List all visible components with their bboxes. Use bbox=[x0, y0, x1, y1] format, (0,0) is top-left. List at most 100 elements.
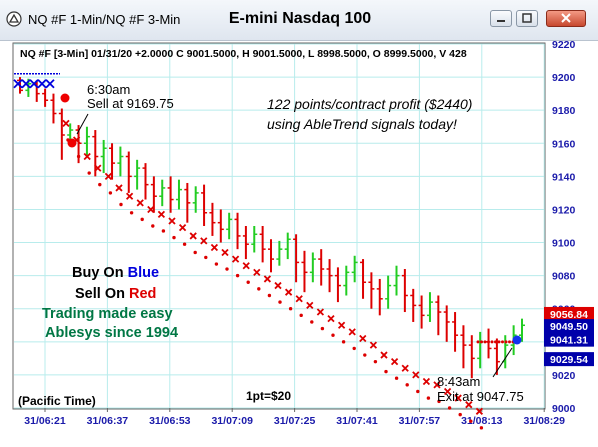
sell-x-marker bbox=[454, 394, 462, 402]
x-tick-label: 31/08:13 bbox=[461, 415, 503, 427]
price-tag-text: 9041.31 bbox=[550, 335, 588, 347]
x-tick-label: 31/08:29 bbox=[523, 415, 565, 427]
sell-x-marker bbox=[380, 351, 388, 359]
exit-stop-dot bbox=[508, 340, 511, 344]
sell-x-marker bbox=[200, 237, 208, 245]
price-tag-box bbox=[544, 306, 594, 321]
sell-x-marker bbox=[422, 377, 431, 386]
trailing-stop-dot bbox=[246, 280, 250, 284]
trailing-stop-dot bbox=[151, 224, 155, 228]
trailing-stop-dot bbox=[479, 426, 484, 430]
trailing-stop-dot bbox=[288, 307, 293, 311]
buy-x-marker bbox=[13, 79, 23, 89]
sell-x-marker bbox=[475, 407, 484, 415]
trailing-stop-dot bbox=[373, 359, 378, 364]
exit-stop-dot bbox=[497, 340, 501, 344]
sell-price-label: Sell at 9169.75 bbox=[87, 96, 174, 111]
sell-x-marker bbox=[83, 152, 91, 161]
sell-x-marker bbox=[157, 210, 166, 219]
maximize-icon bbox=[522, 13, 532, 23]
trailing-stop-dot bbox=[172, 235, 176, 240]
trailing-stop-dot bbox=[447, 406, 452, 410]
sell-x-marker bbox=[210, 243, 219, 252]
trailing-stop-dot bbox=[416, 389, 420, 394]
trailing-stop-dot bbox=[394, 376, 399, 380]
trailing-stop-dot bbox=[320, 326, 325, 331]
sell-x-marker bbox=[327, 315, 335, 323]
sell-x-marker bbox=[147, 205, 155, 214]
sell-x-marker bbox=[178, 224, 187, 232]
sell-time-label: 6:30am bbox=[87, 82, 130, 97]
buy-x-marker bbox=[29, 79, 39, 89]
trailing-stop-dot bbox=[426, 396, 431, 400]
sell-x-marker bbox=[284, 288, 293, 296]
y-tick-label: 9180 bbox=[552, 105, 576, 117]
maximize-button[interactable] bbox=[516, 10, 538, 27]
price-tag-box bbox=[544, 332, 594, 347]
close-button[interactable] bbox=[546, 10, 586, 27]
sell-x-marker bbox=[295, 295, 303, 303]
y-tick-label: 9140 bbox=[552, 171, 576, 183]
sell-x-marker bbox=[136, 199, 144, 207]
trailing-stop-dot bbox=[331, 333, 335, 337]
exit-stop-dot bbox=[501, 340, 504, 344]
sell-x-marker bbox=[168, 217, 176, 225]
price-tag-text: 9056.84 bbox=[550, 309, 588, 321]
sell-x-marker bbox=[316, 308, 325, 316]
price-tag-box bbox=[544, 352, 594, 367]
y-tick-label: 9200 bbox=[552, 72, 576, 84]
exit-stop-dot bbox=[490, 340, 494, 344]
price-tag-box bbox=[544, 319, 594, 334]
trailing-stop-dot bbox=[384, 369, 388, 374]
point-value-label: 1pt=$20 bbox=[246, 389, 291, 403]
trailing-stop-dot bbox=[193, 250, 197, 255]
exit-stop-dot bbox=[487, 340, 490, 344]
exit-stop-dot bbox=[504, 340, 508, 344]
minimize-button[interactable] bbox=[490, 10, 512, 27]
sell-x-marker bbox=[348, 328, 356, 336]
trailing-stop-dot bbox=[267, 293, 272, 298]
trailing-stop-dot bbox=[182, 242, 187, 246]
trailing-stop-dot bbox=[204, 255, 208, 260]
app-icon bbox=[6, 11, 22, 27]
x-tick-label: 31/07:09 bbox=[211, 415, 253, 427]
sell-x-marker bbox=[189, 232, 197, 240]
y-tick-label: 9000 bbox=[552, 403, 576, 415]
sell-x-marker bbox=[94, 164, 102, 172]
chart-title: E-mini Nasdaq 100 bbox=[228, 10, 372, 27]
close-icon bbox=[561, 13, 571, 23]
trailing-stop-dot bbox=[352, 346, 356, 351]
y-tick-label: 9160 bbox=[552, 138, 576, 150]
exit-stop-dot bbox=[483, 340, 487, 344]
sell-x-marker bbox=[337, 321, 346, 329]
window-titlebar: NQ #F 1-Min/NQ #F 3-Min E-mini Nasdaq 10… bbox=[0, 0, 598, 41]
sell-x-marker bbox=[412, 371, 420, 379]
sell-x-marker bbox=[263, 275, 272, 283]
sell-pointer-line bbox=[76, 113, 89, 135]
trailing-stop-dot bbox=[129, 211, 134, 215]
trailing-stop-dot bbox=[458, 412, 462, 417]
buy-x-marker bbox=[45, 79, 55, 89]
trailing-stop-dot bbox=[405, 383, 409, 387]
sell-x-marker bbox=[390, 358, 399, 366]
trailing-stop-dot bbox=[76, 154, 81, 159]
trailing-stop-dot bbox=[257, 287, 261, 291]
exit-stop-dot bbox=[480, 340, 483, 344]
sell-x-marker bbox=[104, 172, 113, 181]
price-chart: 9000902090409060908091009120914091609180… bbox=[12, 40, 594, 430]
trailing-stop-dot bbox=[437, 399, 441, 404]
sell-x-marker bbox=[253, 268, 261, 276]
sell-x-marker bbox=[221, 248, 229, 257]
trailing-stop-dot bbox=[299, 313, 303, 318]
trailing-stop-dot bbox=[87, 171, 91, 175]
trailing-stop-dot bbox=[310, 320, 314, 324]
trailing-stop-dot bbox=[225, 267, 229, 271]
trailing-stop-dot bbox=[108, 191, 113, 195]
y-tick-label: 9100 bbox=[552, 238, 576, 250]
buy-x-marker bbox=[21, 79, 31, 89]
sell-x-marker bbox=[465, 401, 473, 409]
trailing-stop-dot bbox=[161, 229, 166, 233]
price-tag-text: 9049.50 bbox=[550, 321, 588, 333]
sell-entry-dot bbox=[67, 138, 77, 148]
